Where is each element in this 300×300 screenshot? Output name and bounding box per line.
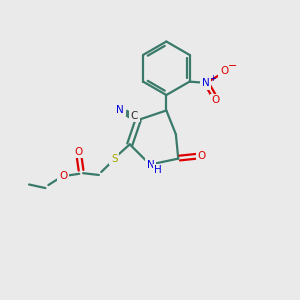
Text: +: + [209,74,216,82]
Text: O: O [220,66,228,76]
Text: N: N [116,105,124,115]
Text: S: S [111,154,118,164]
Text: N: N [147,160,154,170]
Text: O: O [211,95,220,105]
Text: O: O [59,171,67,181]
Text: C: C [130,110,138,121]
Text: H: H [154,165,162,175]
Text: O: O [197,151,206,160]
Text: −: − [228,61,237,71]
Text: O: O [74,147,82,157]
Text: N: N [202,78,210,88]
